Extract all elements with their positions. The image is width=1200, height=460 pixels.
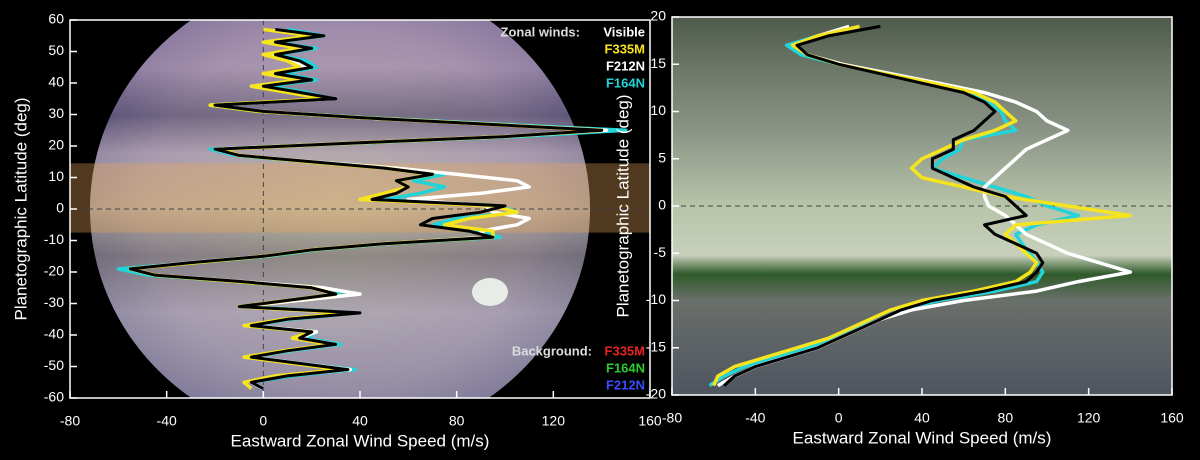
y-tick-label: -60 bbox=[44, 389, 64, 405]
y-tick-label: 30 bbox=[48, 105, 64, 121]
y-tick-label: -10 bbox=[44, 231, 64, 247]
x-tick-label: 0 bbox=[835, 410, 843, 426]
y-tick-label: 50 bbox=[48, 42, 64, 58]
y-tick-label: -20 bbox=[646, 386, 666, 402]
y-tick-label: 40 bbox=[48, 74, 64, 90]
y-tick-label: 10 bbox=[48, 168, 64, 184]
y-tick-label: 60 bbox=[48, 11, 64, 27]
background-legend-entry: F164N bbox=[606, 360, 645, 375]
x-tick-label: -40 bbox=[745, 410, 765, 426]
x-tick-label: 160 bbox=[638, 413, 662, 429]
x-tick-label: -80 bbox=[662, 410, 682, 426]
y-axis-title: Planetographic Latitude (deg) bbox=[11, 97, 30, 320]
background-legend-title: Background: bbox=[512, 343, 592, 358]
y-tick-label: -30 bbox=[44, 294, 64, 310]
background-legend-entry: F335M bbox=[605, 343, 645, 358]
x-tick-label: -80 bbox=[60, 413, 80, 429]
y-tick-label: -10 bbox=[646, 291, 666, 307]
plots: -80 -40 0 40 80 120 160-60-50-40-30-20-1001020… bbox=[11, 8, 1183, 451]
legend-entry: F335M bbox=[605, 41, 645, 56]
background-legend-entry: F212N bbox=[606, 377, 645, 392]
x-tick-label: 0 bbox=[259, 413, 267, 429]
legend-entry: F212N bbox=[606, 58, 645, 73]
wind-profile bbox=[128, 27, 604, 390]
x-tick-label: 120 bbox=[542, 413, 566, 429]
x-axis-title: Eastward Zonal Wind Speed (m/s) bbox=[231, 431, 490, 450]
y-tick-label: -50 bbox=[44, 357, 64, 373]
legend-title: Zonal winds: bbox=[501, 24, 580, 39]
y-tick-label: 0 bbox=[658, 197, 666, 213]
x-tick-label: 80 bbox=[998, 410, 1014, 426]
y-tick-label: -20 bbox=[44, 263, 64, 279]
legend-entry: F164N bbox=[606, 75, 645, 90]
wind-profile bbox=[712, 24, 1133, 387]
x-tick-label: 40 bbox=[914, 410, 930, 426]
x-tick-label: 120 bbox=[1077, 410, 1101, 426]
x-tick-label: -40 bbox=[157, 413, 177, 429]
x-tick-label: 80 bbox=[449, 413, 465, 429]
y-tick-label: 20 bbox=[48, 137, 64, 153]
y-tick-label: -5 bbox=[654, 244, 667, 260]
x-axis-title: Eastward Zonal Wind Speed (m/s) bbox=[793, 428, 1052, 447]
x-tick-label: 160 bbox=[1160, 410, 1184, 426]
y-tick-label: 15 bbox=[650, 55, 666, 71]
y-tick-label: 0 bbox=[56, 200, 64, 216]
y-tick-label: -15 bbox=[646, 338, 666, 354]
y-tick-label: -40 bbox=[44, 326, 64, 342]
y-tick-label: 5 bbox=[658, 149, 666, 165]
y-axis-title: Planetographic Latitude (deg) bbox=[613, 94, 632, 317]
wind-profile bbox=[723, 24, 1045, 387]
y-tick-label: 20 bbox=[650, 8, 666, 24]
x-tick-label: 40 bbox=[352, 413, 368, 429]
legend-entry: Visible bbox=[603, 24, 645, 39]
y-tick-label: 10 bbox=[650, 102, 666, 118]
